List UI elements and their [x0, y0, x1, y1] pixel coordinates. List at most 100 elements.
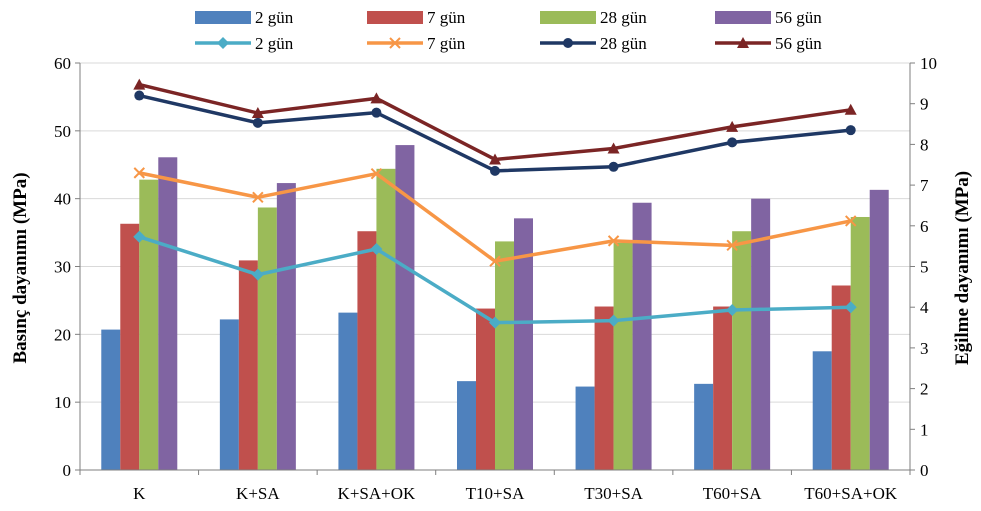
category-label: K+SA+OK — [338, 484, 416, 503]
legend-label: 28 gün — [600, 34, 647, 53]
point — [726, 120, 739, 132]
point — [251, 107, 264, 119]
point — [252, 191, 264, 204]
legend-label: 7 gün — [427, 8, 466, 27]
plot-area — [80, 62, 910, 471]
point — [607, 142, 620, 154]
category-label: K+SA — [236, 484, 280, 503]
bar — [514, 218, 533, 470]
legend-label: 2 gün — [255, 8, 294, 27]
point — [371, 107, 382, 118]
right-tick-label: 2 — [920, 380, 929, 399]
bar — [338, 312, 358, 470]
legend-swatch — [367, 11, 423, 24]
category-label: T60+SA+OK — [804, 484, 898, 503]
point — [133, 230, 146, 243]
bar — [751, 198, 771, 470]
bar — [694, 383, 714, 470]
left-tick-label: 40 — [54, 190, 71, 209]
right-tick-label: 6 — [920, 217, 929, 236]
bar — [158, 157, 178, 470]
bar — [613, 242, 633, 470]
point — [489, 255, 501, 267]
bar — [476, 308, 495, 470]
legend-swatch — [540, 11, 596, 24]
point — [489, 153, 501, 165]
point — [252, 117, 263, 128]
right-axis: 0 1 2 3 4 5 6 7 8 9 10 — [909, 54, 937, 480]
series-line — [138, 82, 851, 162]
bar — [575, 386, 595, 470]
point — [737, 37, 749, 48]
bar — [238, 260, 258, 470]
point — [726, 304, 739, 317]
right-tick-label: 10 — [920, 54, 937, 73]
point — [844, 301, 857, 314]
point — [845, 125, 856, 136]
bar — [713, 306, 733, 470]
bar — [101, 329, 121, 470]
left-axis-title: Basınç dayanımı (MPa) — [10, 172, 31, 363]
bar — [395, 145, 415, 470]
point — [608, 161, 619, 172]
legend-label: 56 gün — [775, 8, 822, 27]
point — [389, 37, 401, 49]
category-label: K — [133, 484, 146, 503]
bar — [376, 168, 396, 470]
bar — [219, 319, 239, 470]
right-tick-label: 7 — [920, 176, 929, 195]
point — [607, 314, 620, 327]
right-tick-label: 5 — [920, 258, 929, 277]
left-tick-label: 60 — [54, 54, 71, 73]
legend: 2 gün 7 gün 28 gün 56 gün 2 gün 7 gün 28 gün 56… — [195, 8, 822, 53]
right-tick-label: 0 — [920, 461, 929, 480]
bar — [357, 231, 377, 470]
point — [607, 235, 620, 247]
legend-label: 7 gün — [427, 34, 466, 53]
point — [727, 137, 738, 148]
point — [370, 167, 383, 180]
right-axis-title: Eğilme dayanımı (MPa) — [952, 171, 973, 365]
legend-swatch — [195, 11, 251, 24]
bar — [495, 241, 514, 470]
x-axis: K K+SA K+SA+OK T10+SA T30+SA T60+SA T60+SA+OK — [79, 469, 911, 503]
left-tick-label: 50 — [54, 122, 71, 141]
bar — [276, 183, 296, 470]
bar — [732, 231, 752, 470]
point — [370, 242, 383, 255]
point — [133, 78, 146, 90]
bar — [120, 223, 140, 470]
point — [251, 268, 264, 281]
point — [489, 316, 501, 329]
point — [133, 167, 145, 179]
point — [845, 215, 857, 227]
bar — [594, 306, 614, 470]
bar — [457, 381, 476, 470]
legend-label: 2 gün — [255, 34, 294, 53]
right-tick-label: 3 — [920, 339, 929, 358]
right-tick-label: 4 — [920, 298, 929, 317]
bar — [812, 351, 832, 470]
category-label: T10+SA — [466, 484, 525, 503]
left-tick-label: 10 — [54, 393, 71, 412]
point — [844, 103, 857, 115]
legend-swatch — [715, 11, 771, 24]
legend-label: 56 gün — [775, 34, 822, 53]
bar — [257, 207, 277, 471]
left-tick-label: 20 — [54, 325, 71, 344]
right-tick-label: 8 — [920, 135, 929, 154]
left-tick-label: 0 — [63, 461, 72, 480]
bar — [139, 179, 159, 470]
left-axis: 0 10 20 30 40 50 60 — [54, 54, 81, 480]
bar — [869, 189, 889, 470]
category-label: T30+SA — [584, 484, 643, 503]
point — [370, 92, 383, 104]
bar — [632, 202, 652, 470]
point — [134, 90, 145, 101]
legend-label: 28 gün — [600, 8, 647, 27]
category-label: T60+SA — [703, 484, 762, 503]
point — [726, 239, 738, 252]
point — [563, 38, 573, 48]
right-tick-label: 9 — [920, 95, 929, 114]
